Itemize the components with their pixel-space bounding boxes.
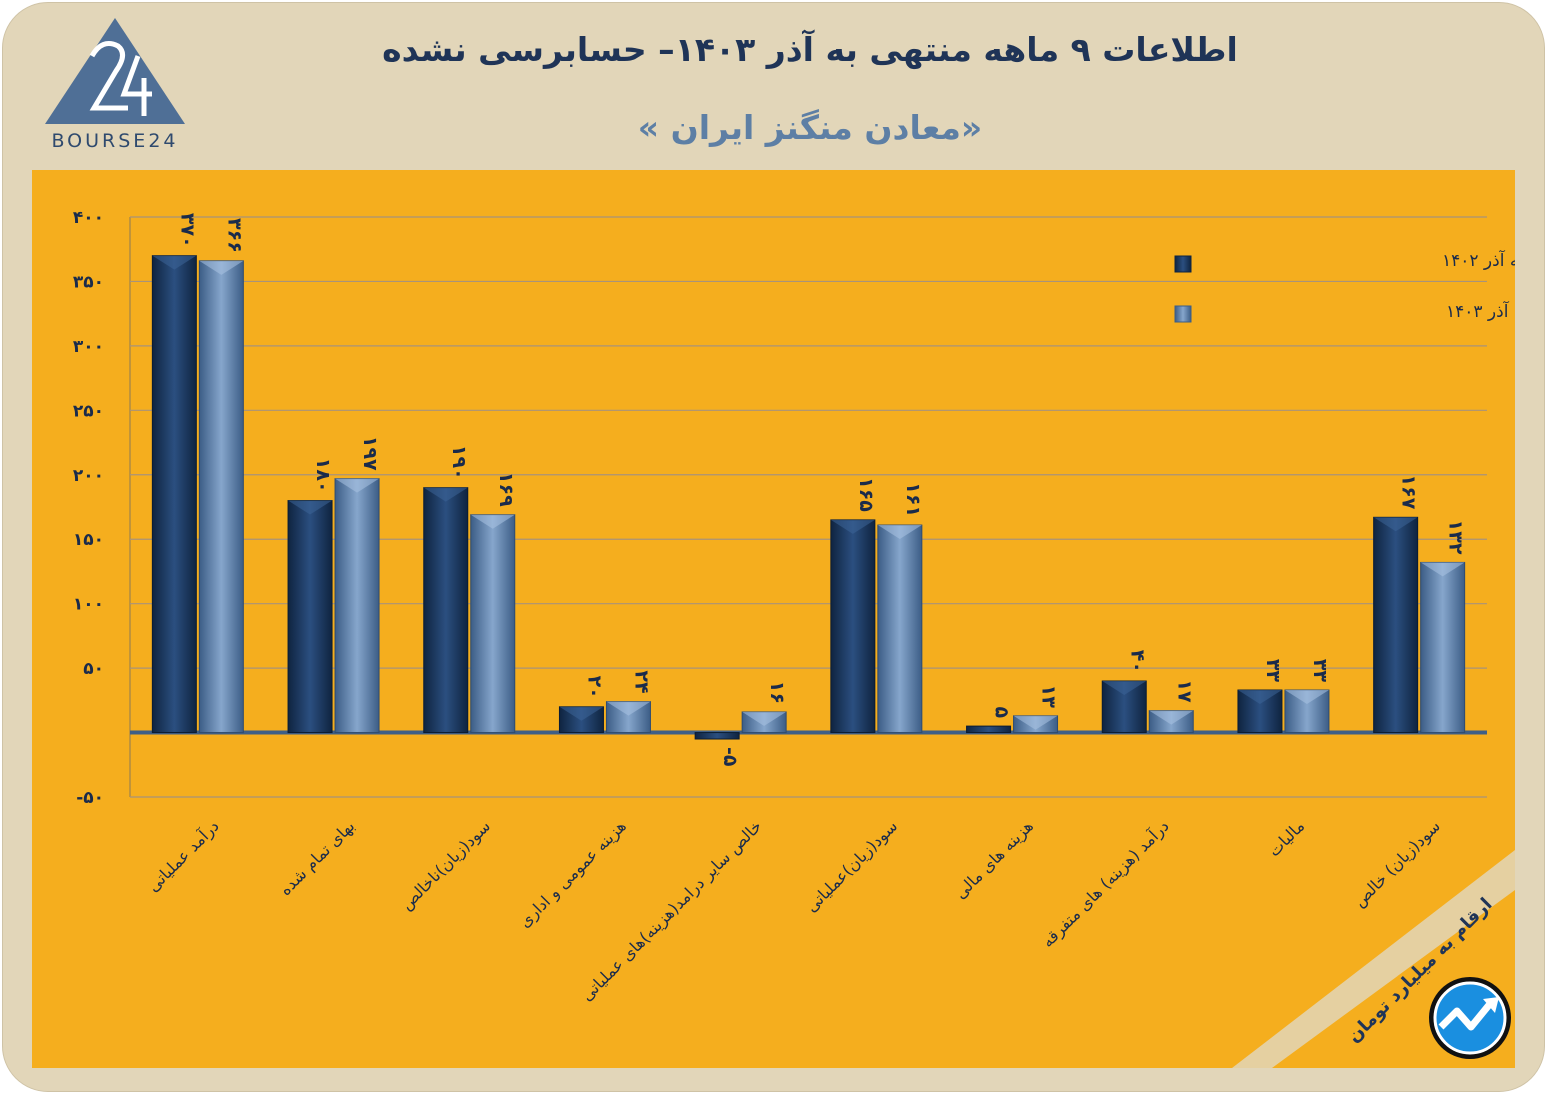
corner-ribbon <box>1232 850 1515 1068</box>
y-tick-label: ۲۰۰ <box>73 466 104 486</box>
data-label: -۵ <box>719 747 741 767</box>
bar-bevel <box>199 260 244 275</box>
bar-bevel <box>1149 710 1194 725</box>
data-label: ۱۶۵ <box>855 477 877 512</box>
bar-1403 <box>470 514 516 734</box>
bar-bevel <box>606 701 651 716</box>
bar-bevel <box>742 711 787 726</box>
bar-bevel <box>470 514 515 529</box>
data-label: ۱۷ <box>1173 679 1195 703</box>
bar-1402 <box>287 500 333 734</box>
trend-badge-icon <box>1429 977 1511 1059</box>
data-label: ۳۳ <box>1309 659 1331 683</box>
data-label: ۳۶۶ <box>223 218 245 253</box>
data-label: ۲۴ <box>630 670 652 693</box>
bar-bevel <box>152 255 197 270</box>
data-label: ۵ <box>991 707 1013 719</box>
y-tick-label: ۳۵۰ <box>73 272 104 292</box>
bar-bevel <box>1373 517 1418 532</box>
data-label: ۳۷۰ <box>176 213 198 248</box>
data-label: ۱۶ <box>766 681 788 704</box>
y-tick-label: ۴۰۰ <box>73 208 104 228</box>
legend-label-1403: عملکرد منتهی به آذر ۱۴۰۳ <box>1446 300 1515 322</box>
y-tick-label: -۵۰ <box>76 788 104 808</box>
x-tick-label: سود(زیان)ناخالص <box>397 816 495 914</box>
bar-bevel <box>335 478 380 493</box>
bar-1402 <box>694 732 740 740</box>
bar-bevel <box>1013 715 1058 730</box>
data-label: ۱۶۷ <box>1398 475 1420 510</box>
data-label: ۳۳ <box>1262 659 1284 683</box>
chart-panel: -۵۰ ۵۰ ۱۰۰ ۱۵۰ ۲۰۰ ۲۵۰ ۳۰۰ ۳۵۰ ۴۰۰ ۳۷۰ ۳۶۶ درآمد عم… <box>32 170 1515 1068</box>
bar-bevel <box>1420 562 1465 577</box>
x-tick-label: بهای تمام شده <box>276 816 359 899</box>
bar-1402 <box>423 487 469 734</box>
bar-1403 <box>1284 689 1330 734</box>
bar-bevel <box>877 525 922 540</box>
y-tick-label: ۳۰۰ <box>73 337 104 357</box>
bar-1402 <box>151 255 197 734</box>
data-label: ۱۶۱ <box>902 482 924 517</box>
data-label: ۱۳ <box>1038 685 1060 709</box>
x-tick-label: درآمد عملیاتی <box>144 816 224 896</box>
x-tick-label: درآمد (هزینه) های متفرقه <box>1038 816 1173 951</box>
bar-bevel <box>1237 690 1282 705</box>
legend-label-1402: عملکرد منتهی به آذر ۱۴۰۲ <box>1442 249 1515 271</box>
chart-legend: عملکرد منتهی به آذر ۱۴۰۲ عملکرد منتهی به… <box>1174 249 1515 323</box>
bar-bevel <box>288 500 333 515</box>
bar-1403 <box>605 701 651 734</box>
x-tick-label: هزینه های مالی <box>951 816 1038 903</box>
bourse24-logo <box>45 18 185 124</box>
bar-bevel <box>1284 690 1329 705</box>
logo-text: BOURSE24 <box>51 130 179 152</box>
bar-1403 <box>334 478 380 734</box>
x-tick-label: سود(زیان)عملیاتی <box>802 816 902 916</box>
data-label: ۲۰ <box>583 676 605 699</box>
y-tick-label: ۱۵۰ <box>73 530 104 550</box>
legend-swatch-1402 <box>1174 255 1192 273</box>
bar-bevel <box>830 519 875 534</box>
data-label: ۱۶۹ <box>495 472 517 507</box>
bar-1403 <box>877 524 923 734</box>
page-subtitle: «معادن منگنز ایران » <box>637 108 983 147</box>
y-tick-label: ۱۰۰ <box>73 595 104 615</box>
bar-1403 <box>198 260 244 734</box>
bar-bevel <box>1102 681 1147 695</box>
data-label: ۴۰ <box>1126 650 1148 673</box>
bar-1402 <box>1373 516 1419 734</box>
data-label: ۱۸۰ <box>312 458 334 493</box>
bar-bevel <box>559 706 604 721</box>
data-label: ۱۹۷ <box>359 436 381 471</box>
data-label: ۱۹۰ <box>448 445 470 480</box>
legend-swatch-1403 <box>1174 305 1192 323</box>
data-label: ۱۳۲ <box>1445 520 1467 555</box>
y-tick-label: ۵۰ <box>83 659 104 679</box>
bar-bevel <box>423 487 468 502</box>
page-title: اطلاعات ۹ ماهه منتهی به آذر ۱۴۰۳– حسابرس… <box>382 30 1238 69</box>
bar-chart: -۵۰ ۵۰ ۱۰۰ ۱۵۰ ۲۰۰ ۲۵۰ ۳۰۰ ۳۵۰ ۴۰۰ ۳۷۰ ۳۶۶ درآمد عم… <box>73 208 1515 1005</box>
x-tick-label: هزینه عمومی و اداری <box>515 816 631 932</box>
bar-1402 <box>830 519 876 734</box>
y-tick-label: ۲۵۰ <box>73 401 104 421</box>
bar-1403 <box>1420 561 1466 734</box>
bar-1402 <box>966 725 1012 734</box>
